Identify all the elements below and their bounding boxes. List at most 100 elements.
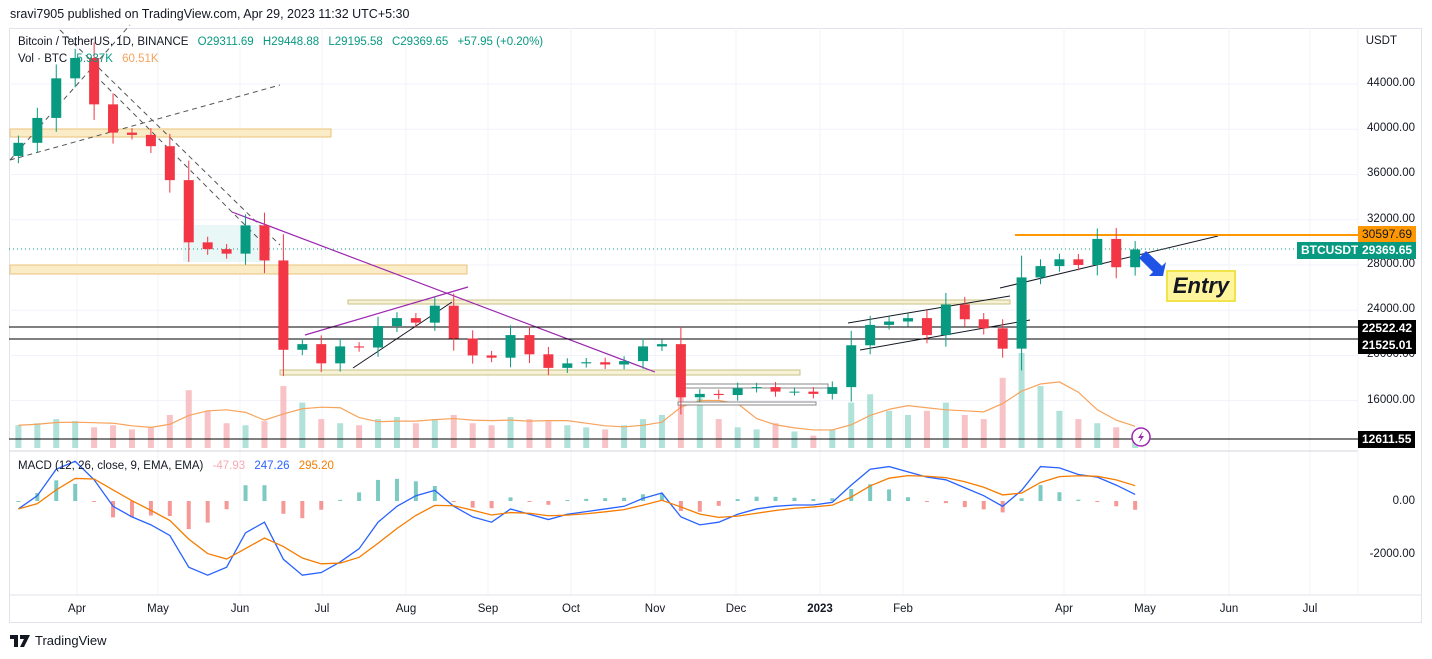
candle-body — [1035, 266, 1046, 278]
volume-bar — [488, 425, 495, 448]
price-tick: 40000.00 — [1367, 122, 1415, 135]
symbol-name: Bitcoin / TetherUS, 1D, BINANCE — [18, 36, 189, 48]
price-unit: USDT — [1365, 35, 1397, 47]
time-tick: Apr — [1055, 603, 1073, 615]
candle-body — [959, 304, 970, 320]
candles — [13, 42, 1141, 415]
macd-histogram-bar — [1038, 485, 1043, 501]
volume-bar — [999, 377, 1006, 448]
chart-frame[interactable] — [9, 28, 1422, 623]
macd-histogram-bar — [357, 492, 362, 501]
macd-histogram-bar — [962, 501, 967, 508]
macd-histogram-bar — [887, 489, 892, 501]
candle-body — [921, 318, 932, 336]
candle-body — [827, 387, 838, 394]
volume-bar — [185, 390, 192, 448]
candle-body — [732, 388, 743, 396]
macd-histogram-bar — [205, 501, 210, 523]
price-tick: 16000.00 — [1367, 393, 1415, 406]
volume-ma-line — [18, 381, 1136, 431]
candle-body — [32, 117, 43, 143]
candle-body — [354, 346, 365, 348]
entry-label[interactable]: Entry — [1166, 270, 1236, 302]
macd-histogram-bar — [1114, 501, 1119, 507]
macd-histogram-bar — [1019, 498, 1024, 501]
macd-value: 247.26 — [254, 460, 290, 472]
resistance-price-tag: 30597.69 — [1358, 226, 1417, 243]
macd-histogram-bar — [394, 478, 399, 501]
time-tick: May — [147, 603, 169, 615]
change-value: +57.95 (+0.20%) — [457, 36, 544, 48]
candle-body — [164, 146, 175, 181]
candle-body — [1016, 277, 1027, 349]
grid — [9, 28, 1358, 595]
macd-legend: MACD (12, 26, close, 9, EMA, EMA) -47.93… — [18, 460, 340, 472]
candle-body — [675, 344, 686, 398]
candle-body — [619, 361, 630, 365]
volume-bar — [1037, 386, 1044, 448]
price-tick: 32000.00 — [1367, 212, 1415, 225]
candle-body — [13, 142, 24, 156]
volume-bar — [469, 423, 476, 448]
macd-histogram-bar — [943, 501, 948, 504]
volume-bar — [658, 414, 665, 448]
candle-body — [240, 225, 251, 254]
volume-bar — [867, 394, 874, 448]
tradingview-logo-icon — [10, 634, 30, 647]
macd-histogram-bar — [830, 498, 835, 501]
volume-bar — [318, 419, 325, 448]
volume-bar — [545, 421, 552, 448]
macd-hist-value: -47.93 — [212, 460, 246, 472]
volume-bar — [72, 421, 79, 448]
candle-body — [581, 362, 592, 364]
macd-histogram-bar — [243, 485, 248, 501]
candle-body — [1073, 259, 1084, 265]
macd-histogram-bar — [281, 501, 286, 514]
macd-histogram-bar — [224, 501, 229, 510]
tradingview-logo[interactable]: TradingView — [10, 633, 107, 648]
symbol-tag: BTCUSDT — [1297, 242, 1363, 259]
trendline — [847, 295, 1011, 324]
volume-bar — [810, 435, 817, 448]
macd-histogram-bar — [148, 501, 153, 516]
candle-body — [770, 387, 781, 392]
macd-histogram-bar — [792, 497, 797, 501]
candle-body — [638, 346, 649, 362]
candle-body — [846, 345, 857, 388]
macd-histogram-bar — [111, 501, 116, 518]
candle-body — [373, 326, 384, 348]
time-tick: Jun — [230, 603, 250, 615]
volume-bar — [15, 425, 22, 448]
zone-rect — [9, 128, 332, 138]
candle-body — [278, 260, 289, 350]
macd-histogram-bar — [508, 497, 513, 501]
volume-bar — [886, 410, 893, 448]
volume-bar — [204, 410, 211, 448]
time-tick: Jul — [1302, 603, 1318, 615]
candle-body — [978, 319, 989, 329]
macd-histogram-bar — [489, 501, 494, 509]
volume-bar — [961, 414, 968, 448]
trendline — [999, 235, 1219, 289]
macd-histogram-bar — [300, 501, 305, 519]
volume-bar — [791, 431, 798, 448]
publisher-line: sravi7905 published on TradingView.com, … — [10, 7, 410, 21]
volume-bar — [734, 427, 741, 448]
macd-histogram-bar — [906, 497, 911, 501]
price-tick: 44000.00 — [1367, 77, 1415, 89]
volume-bar — [980, 419, 987, 448]
macd-histogram-bar — [73, 483, 78, 501]
candle-body — [297, 344, 308, 350]
open-value: O29311.69 — [197, 36, 254, 48]
candle-body — [751, 387, 762, 389]
zone-rect — [9, 264, 468, 275]
candle-body — [505, 335, 516, 358]
volume-bar — [1018, 353, 1025, 448]
candle-body — [600, 362, 611, 365]
price-tick: 36000.00 — [1367, 167, 1415, 180]
time-tick: Jun — [1219, 603, 1239, 615]
volume-ma-value: 60.51K — [122, 53, 159, 65]
macd-histogram-bar — [432, 486, 437, 501]
candle-body — [70, 57, 81, 79]
